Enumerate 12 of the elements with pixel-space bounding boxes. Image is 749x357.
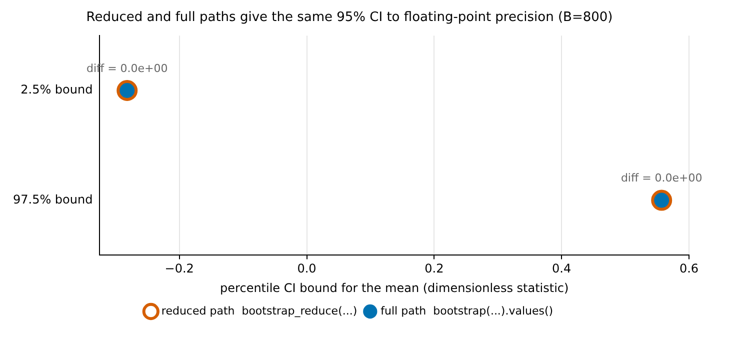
annotation: diff = 0.0e+00	[620, 172, 702, 185]
legend-label: full path bootstrap(...).values()	[380, 304, 554, 318]
x-tick-label: 0.4	[552, 262, 572, 276]
chart-title: Reduced and full paths give the same 95% CI to floating-point precision (B=800)	[86, 10, 613, 26]
x-tick-label: 0.2	[424, 262, 444, 276]
y-tick-label: 2.5% bound	[20, 82, 93, 97]
y-tick-label: 97.5% bound	[12, 192, 93, 206]
x-tick-label: 0.0	[297, 262, 316, 276]
x-axis-title: percentile CI bound for the mean (dimensionless statistic)	[220, 280, 569, 295]
x-tick-label: 0.6	[679, 262, 699, 276]
x-tick-label: −0.2	[164, 262, 194, 276]
legend-label: reduced path bootstrap_reduce(...)	[161, 304, 358, 318]
